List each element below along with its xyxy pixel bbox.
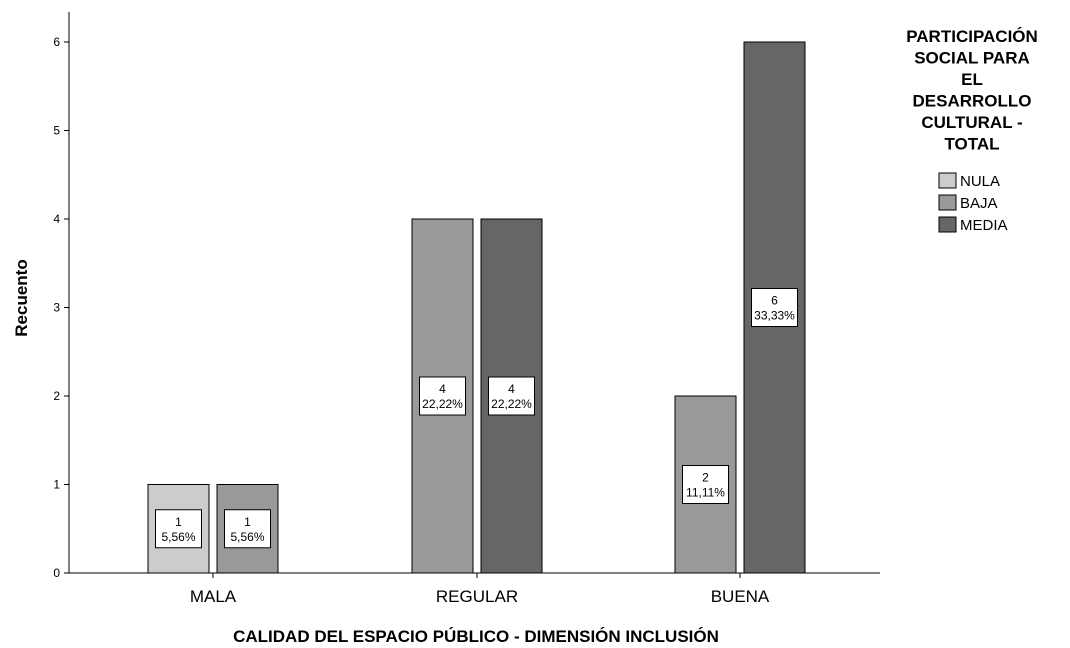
data-label-count: 4: [439, 382, 446, 396]
x-category-label-regular: REGULAR: [436, 587, 518, 606]
legend-label-media: MEDIA: [960, 217, 1008, 234]
data-label-box: [488, 376, 535, 416]
x-category-label-mala: MALA: [190, 587, 237, 606]
data-label-percent: 22,22%: [422, 397, 463, 411]
data-label-count: 6: [771, 294, 778, 308]
legend-label-nula: NULA: [960, 173, 1000, 190]
legend-title-line: TOTAL: [944, 135, 999, 154]
x-category-label-buena: BUENA: [711, 587, 770, 606]
data-label-box: [682, 465, 729, 504]
y-tick-label: 3: [53, 301, 60, 315]
legend-title-line: EL: [961, 70, 983, 89]
legend: PARTICIPACIÓN SOCIAL PARA EL DESARROLLO CULT…: [906, 27, 1038, 234]
data-label-box: [419, 376, 466, 416]
data-label-percent: 5,56%: [161, 530, 195, 544]
data-label-count: 1: [244, 515, 251, 529]
data-label-box: [224, 509, 271, 549]
y-tick-label: 0: [53, 566, 60, 580]
legend-label-baja: BAJA: [960, 195, 998, 212]
data-labels-layer: 15,56%15,56%422,22%422,22%211,11%633,33%: [155, 288, 798, 549]
data-label-box: [751, 288, 798, 327]
data-label-percent: 11,11%: [686, 486, 725, 500]
legend-swatch-baja: [938, 194, 957, 211]
axes-layer: 0 1 2 3 4 5 6 MALA REGULAR BUENA: [53, 12, 880, 606]
legend-title-line: DESARROLLO: [913, 92, 1032, 111]
legend-title-line: CULTURAL -: [921, 113, 1022, 132]
legend-title-line: SOCIAL PARA: [914, 49, 1030, 68]
legend-title-line: PARTICIPACIÓN: [906, 27, 1038, 46]
y-tick-label: 4: [53, 212, 60, 226]
data-label-count: 1: [175, 515, 182, 529]
y-tick-label: 5: [53, 124, 60, 138]
legend-swatch-nula: [938, 172, 957, 189]
data-label-percent: 33,33%: [754, 309, 795, 323]
y-axis-title: Recuento: [12, 259, 31, 336]
y-tick-label: 6: [53, 35, 60, 49]
y-tick-label: 1: [53, 478, 60, 492]
data-label-box: [155, 509, 202, 549]
y-tick-label: 2: [53, 389, 60, 403]
data-label-count: 4: [508, 382, 515, 396]
data-label-percent: 5,56%: [230, 530, 264, 544]
data-label-percent: 22,22%: [491, 397, 532, 411]
data-label-count: 2: [702, 471, 709, 485]
legend-swatch-media: [938, 216, 957, 233]
x-axis-title: CALIDAD DEL ESPACIO PÚBLICO - DIMENSIÓN …: [233, 627, 719, 646]
